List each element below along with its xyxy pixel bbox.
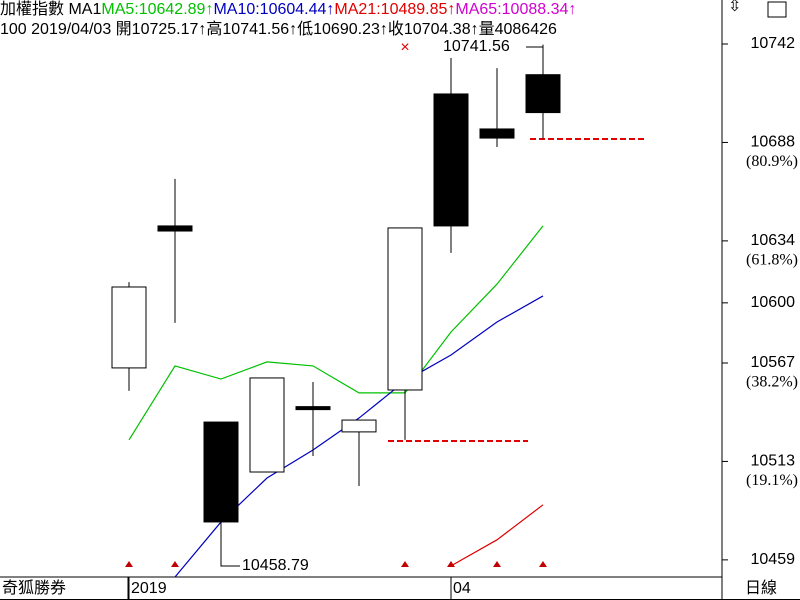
annotation: 10458.79 [242, 557, 309, 574]
fib-label: (19.1%) [746, 472, 798, 489]
header-item: MA5:10642.89↑ [101, 1, 213, 18]
candle-body [203, 421, 239, 523]
y-tick-label: 10742 [751, 35, 796, 52]
x-tick-label: 04 [453, 580, 471, 597]
annotation-leader [526, 44, 544, 48]
header-item: MA65:10088.34↑ [455, 1, 576, 18]
scroll-icon[interactable]: ⇳ [728, 0, 741, 15]
y-tick-label: 10459 [751, 551, 796, 568]
y-tick-label: 10688 [751, 134, 796, 151]
header-item: 加權指數 MA1 [0, 0, 101, 18]
candle-body [249, 377, 285, 473]
y-tick-label: 10567 [751, 354, 796, 371]
signal-triangles [125, 561, 547, 567]
annotation: 10741.56 [443, 38, 510, 55]
brand: 奇狐勝券 [2, 579, 66, 597]
candle-body [157, 225, 193, 232]
candle-body [387, 227, 423, 391]
header-item: MA10:10604.44↑ [213, 1, 334, 18]
y-tick-label: 10513 [751, 453, 796, 470]
candle-body [479, 128, 515, 139]
candle-body [525, 74, 561, 114]
candle-body [111, 286, 147, 369]
ma-line [450, 504, 544, 567]
header-item: MA21:10489.85↑ [334, 1, 455, 18]
ma-line [128, 225, 544, 441]
plot [111, 44, 646, 577]
y-tick-label: 10600 [751, 294, 796, 311]
candle-body [295, 406, 331, 411]
y-tick-label: 10634 [751, 232, 796, 249]
annotation-leader [220, 521, 240, 567]
header-line2: 100 2019/04/03 開10725.17↑高10741.56↑低1069… [0, 20, 557, 38]
header-line1: 加權指數 MA1MA5:10642.89↑MA10:10604.44↑MA21:… [0, 0, 576, 18]
button[interactable] [767, 1, 787, 18]
x-tick-label: 2019 [131, 580, 167, 597]
candle-body [433, 93, 469, 227]
fib-label: (80.9%) [746, 153, 798, 170]
fib-label: (38.2%) [746, 374, 798, 391]
period: 日線 [745, 579, 777, 597]
candle-body [341, 419, 377, 433]
fib-label: (61.8%) [746, 252, 798, 269]
marker: × [400, 39, 409, 56]
